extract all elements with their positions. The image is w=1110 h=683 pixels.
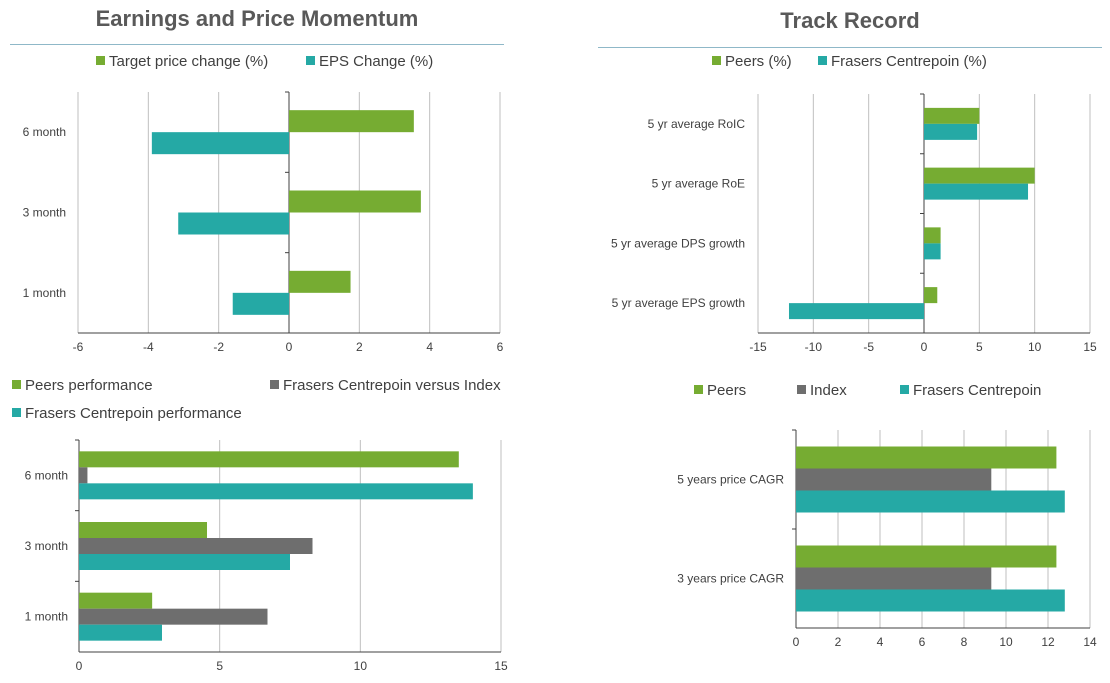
earnings-momentum-category-label: 6 month bbox=[23, 125, 66, 139]
track-record-category-label: 5 yr average RoE bbox=[652, 177, 745, 191]
price-cagr-bar-1-1 bbox=[796, 567, 992, 590]
earnings-momentum-category-label: 1 month bbox=[23, 286, 66, 300]
price-cagr-bar-0-0 bbox=[796, 446, 1057, 469]
price-performance-bar-1-1 bbox=[79, 538, 313, 554]
price-performance-x-tick-label: 15 bbox=[494, 659, 508, 673]
earnings-momentum-bar-1-0 bbox=[151, 132, 289, 155]
price-cagr-legend-swatch-0 bbox=[694, 385, 703, 394]
price-performance-bar-0-2 bbox=[79, 592, 153, 609]
left-title-rule bbox=[10, 44, 504, 45]
price-performance-bar-1-2 bbox=[79, 608, 268, 625]
earnings-momentum-legend-swatch-1 bbox=[306, 56, 315, 65]
earnings-momentum-legend-label-0: Target price change (%) bbox=[109, 53, 268, 70]
price-performance-bar-0-1 bbox=[79, 522, 208, 538]
track-record-legend-swatch-0 bbox=[712, 56, 721, 65]
price-performance-legend-swatch-2 bbox=[12, 408, 21, 417]
left-section-title: Earnings and Price Momentum bbox=[95, 6, 419, 31]
price-cagr-legend-label-0: Peers bbox=[707, 382, 746, 399]
price-performance-x-tick-label: 0 bbox=[76, 659, 83, 673]
track-record-x-tick-label: 5 bbox=[976, 340, 983, 354]
price-performance-bar-2-0 bbox=[79, 483, 473, 500]
track-record-legend-swatch-1 bbox=[818, 56, 827, 65]
earnings-momentum-bar-0-1 bbox=[289, 190, 421, 213]
earnings-momentum-x-tick-label: -4 bbox=[143, 340, 154, 354]
earnings-momentum-bar-1-1 bbox=[178, 212, 289, 235]
price-cagr-bar-0-1 bbox=[796, 545, 1057, 568]
earnings-momentum-x-tick-label: 0 bbox=[286, 340, 293, 354]
price-cagr-bar-2-1 bbox=[796, 589, 1065, 612]
track-record-x-tick-label: 0 bbox=[921, 340, 928, 354]
price-performance-bar-0-0 bbox=[79, 451, 459, 468]
track-record-x-tick-label: 10 bbox=[1028, 340, 1042, 354]
price-cagr-x-tick-label: 2 bbox=[835, 635, 842, 649]
price-cagr-x-tick-label: 6 bbox=[919, 635, 926, 649]
price-performance-x-tick-label: 5 bbox=[216, 659, 223, 673]
price-performance-legend-label-0: Peers performance bbox=[25, 377, 153, 394]
price-performance-category-label: 1 month bbox=[25, 610, 68, 624]
earnings-momentum-bar-0-0 bbox=[289, 110, 414, 133]
earnings-momentum-x-tick-label: 4 bbox=[426, 340, 433, 354]
right-section-title: Track Record bbox=[780, 8, 920, 33]
track-record-x-tick-label: -10 bbox=[805, 340, 823, 354]
price-cagr-legend-swatch-1 bbox=[797, 385, 806, 394]
track-record-legend-label-1: Frasers Centrepoin (%) bbox=[831, 53, 987, 70]
price-performance-legend-label-2: Frasers Centrepoin performance bbox=[25, 405, 242, 422]
track-record-bar-0-2 bbox=[924, 227, 941, 244]
earnings-momentum-legend-label-1: EPS Change (%) bbox=[319, 53, 433, 70]
earnings-momentum-bar-1-2 bbox=[232, 292, 289, 315]
track-record-bar-0-3 bbox=[924, 287, 938, 304]
track-record-category-label: 5 yr average RoIC bbox=[648, 117, 746, 131]
track-record-legend-label-0: Peers (%) bbox=[725, 53, 792, 70]
price-performance-x-tick-label: 10 bbox=[354, 659, 368, 673]
price-cagr-legend-label-1: Index bbox=[810, 382, 847, 399]
track-record-x-tick-label: -15 bbox=[749, 340, 767, 354]
price-cagr-legend-swatch-2 bbox=[900, 385, 909, 394]
track-record-category-label: 5 yr average EPS growth bbox=[612, 296, 745, 310]
track-record-bar-1-0 bbox=[924, 123, 978, 140]
price-cagr-x-tick-label: 14 bbox=[1083, 635, 1097, 649]
price-performance-bar-2-2 bbox=[79, 624, 162, 641]
earnings-momentum-x-tick-label: 6 bbox=[497, 340, 504, 354]
price-cagr-bar-2-0 bbox=[796, 490, 1065, 513]
track-record-bar-1-3 bbox=[788, 303, 924, 320]
price-cagr-x-tick-label: 10 bbox=[999, 635, 1013, 649]
earnings-momentum-bar-0-2 bbox=[289, 270, 351, 293]
right-title-rule bbox=[598, 47, 1102, 48]
price-cagr-bar-1-0 bbox=[796, 468, 992, 491]
earnings-momentum-category-label: 3 month bbox=[23, 206, 66, 220]
price-performance-category-label: 6 month bbox=[25, 468, 68, 482]
price-cagr-x-tick-label: 8 bbox=[961, 635, 968, 649]
track-record-bar-0-1 bbox=[924, 167, 1035, 184]
price-performance-legend-label-1: Frasers Centrepoin versus Index bbox=[283, 377, 501, 394]
price-cagr-legend-label-2: Frasers Centrepoin bbox=[913, 382, 1041, 399]
track-record-category-label: 5 yr average DPS growth bbox=[611, 236, 745, 250]
price-cagr-x-tick-label: 12 bbox=[1041, 635, 1055, 649]
track-record-x-tick-label: -5 bbox=[863, 340, 874, 354]
earnings-momentum-x-tick-label: -2 bbox=[213, 340, 224, 354]
price-performance-category-label: 3 month bbox=[25, 539, 68, 553]
track-record-bar-1-1 bbox=[924, 183, 1029, 200]
price-cagr-x-tick-label: 4 bbox=[877, 635, 884, 649]
price-cagr-category-label: 5 years price CAGR bbox=[677, 473, 784, 487]
price-cagr-x-tick-label: 0 bbox=[793, 635, 800, 649]
earnings-momentum-legend-swatch-0 bbox=[96, 56, 105, 65]
earnings-momentum-x-tick-label: 2 bbox=[356, 340, 363, 354]
track-record-bar-1-2 bbox=[924, 243, 941, 260]
price-performance-bar-1-0 bbox=[79, 467, 88, 484]
price-performance-bar-2-1 bbox=[79, 554, 290, 570]
track-record-x-tick-label: 15 bbox=[1083, 340, 1097, 354]
earnings-momentum-x-tick-label: -6 bbox=[73, 340, 84, 354]
track-record-bar-0-0 bbox=[924, 107, 980, 124]
price-performance-legend-swatch-1 bbox=[270, 380, 279, 389]
price-cagr-category-label: 3 years price CAGR bbox=[677, 572, 784, 586]
price-performance-legend-swatch-0 bbox=[12, 380, 21, 389]
